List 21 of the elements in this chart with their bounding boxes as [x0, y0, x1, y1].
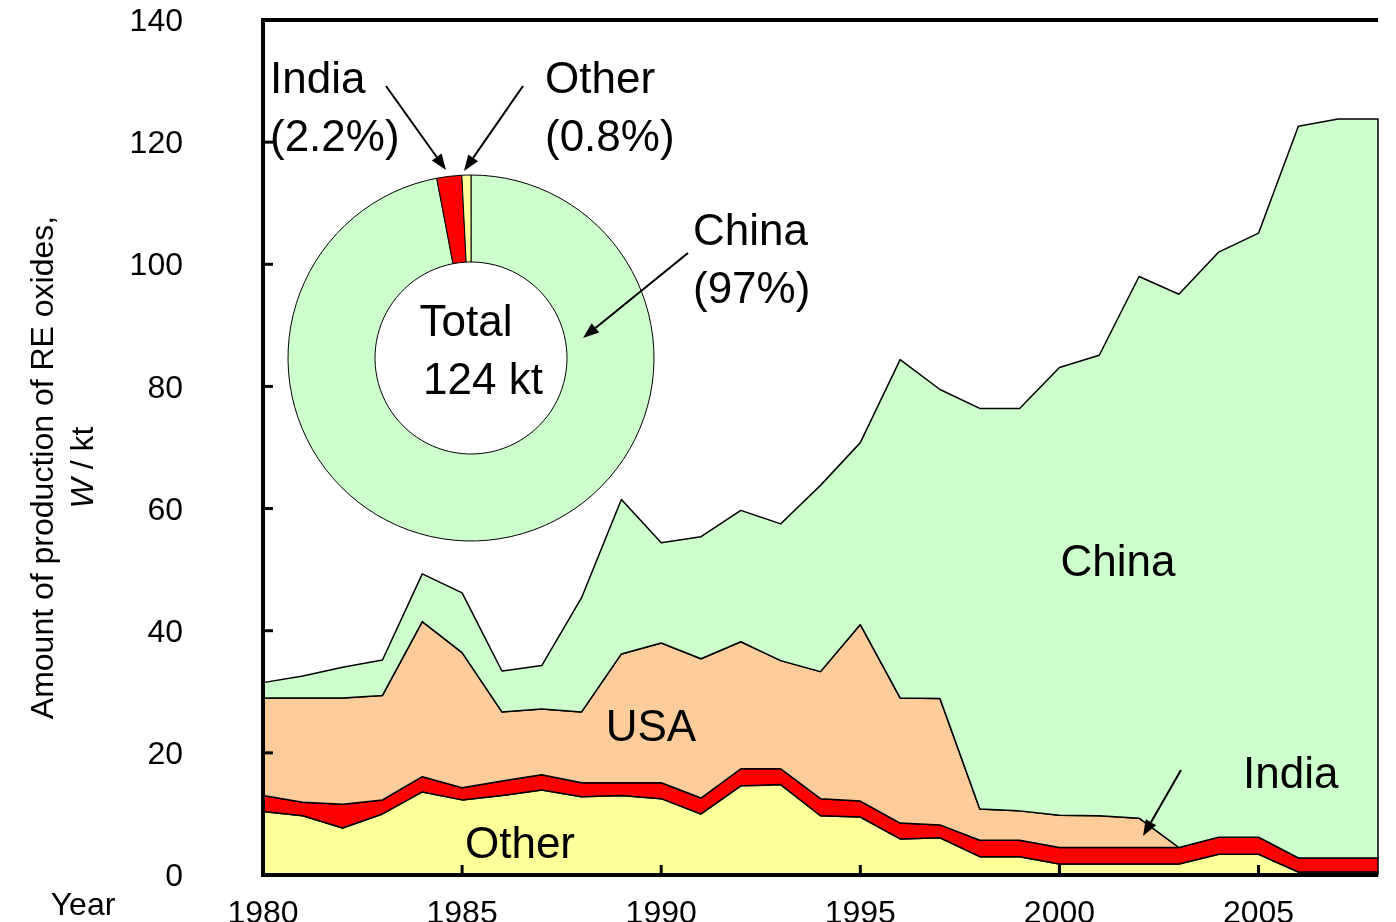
donut-slice — [287, 174, 655, 542]
series-label: USA — [605, 701, 697, 750]
y-tick-label: 120 — [129, 124, 183, 161]
y-tick-label: 60 — [147, 490, 183, 527]
slice-label: Other — [545, 53, 656, 102]
series-label: Other — [464, 818, 576, 867]
x-axis-title: Year — [50, 886, 116, 922]
y-tick-label: 0 — [165, 857, 183, 894]
data-label: (0.8%) — [545, 111, 675, 160]
legend-label: India — [1243, 748, 1339, 797]
slice-label: India — [270, 53, 366, 102]
series-label: China — [1060, 536, 1177, 585]
y-tick-label: 40 — [147, 612, 183, 649]
y-tick-label: 80 — [147, 368, 183, 405]
slice-label: China — [693, 205, 809, 254]
y-tick-label: 20 — [147, 735, 183, 772]
annotation: Total 124 kt — [419, 296, 543, 403]
y-tick-label: 100 — [129, 246, 183, 283]
y-tick-label: 140 — [129, 2, 183, 39]
data-label: (97%) — [693, 263, 811, 312]
data-label: (2.2%) — [270, 111, 400, 160]
